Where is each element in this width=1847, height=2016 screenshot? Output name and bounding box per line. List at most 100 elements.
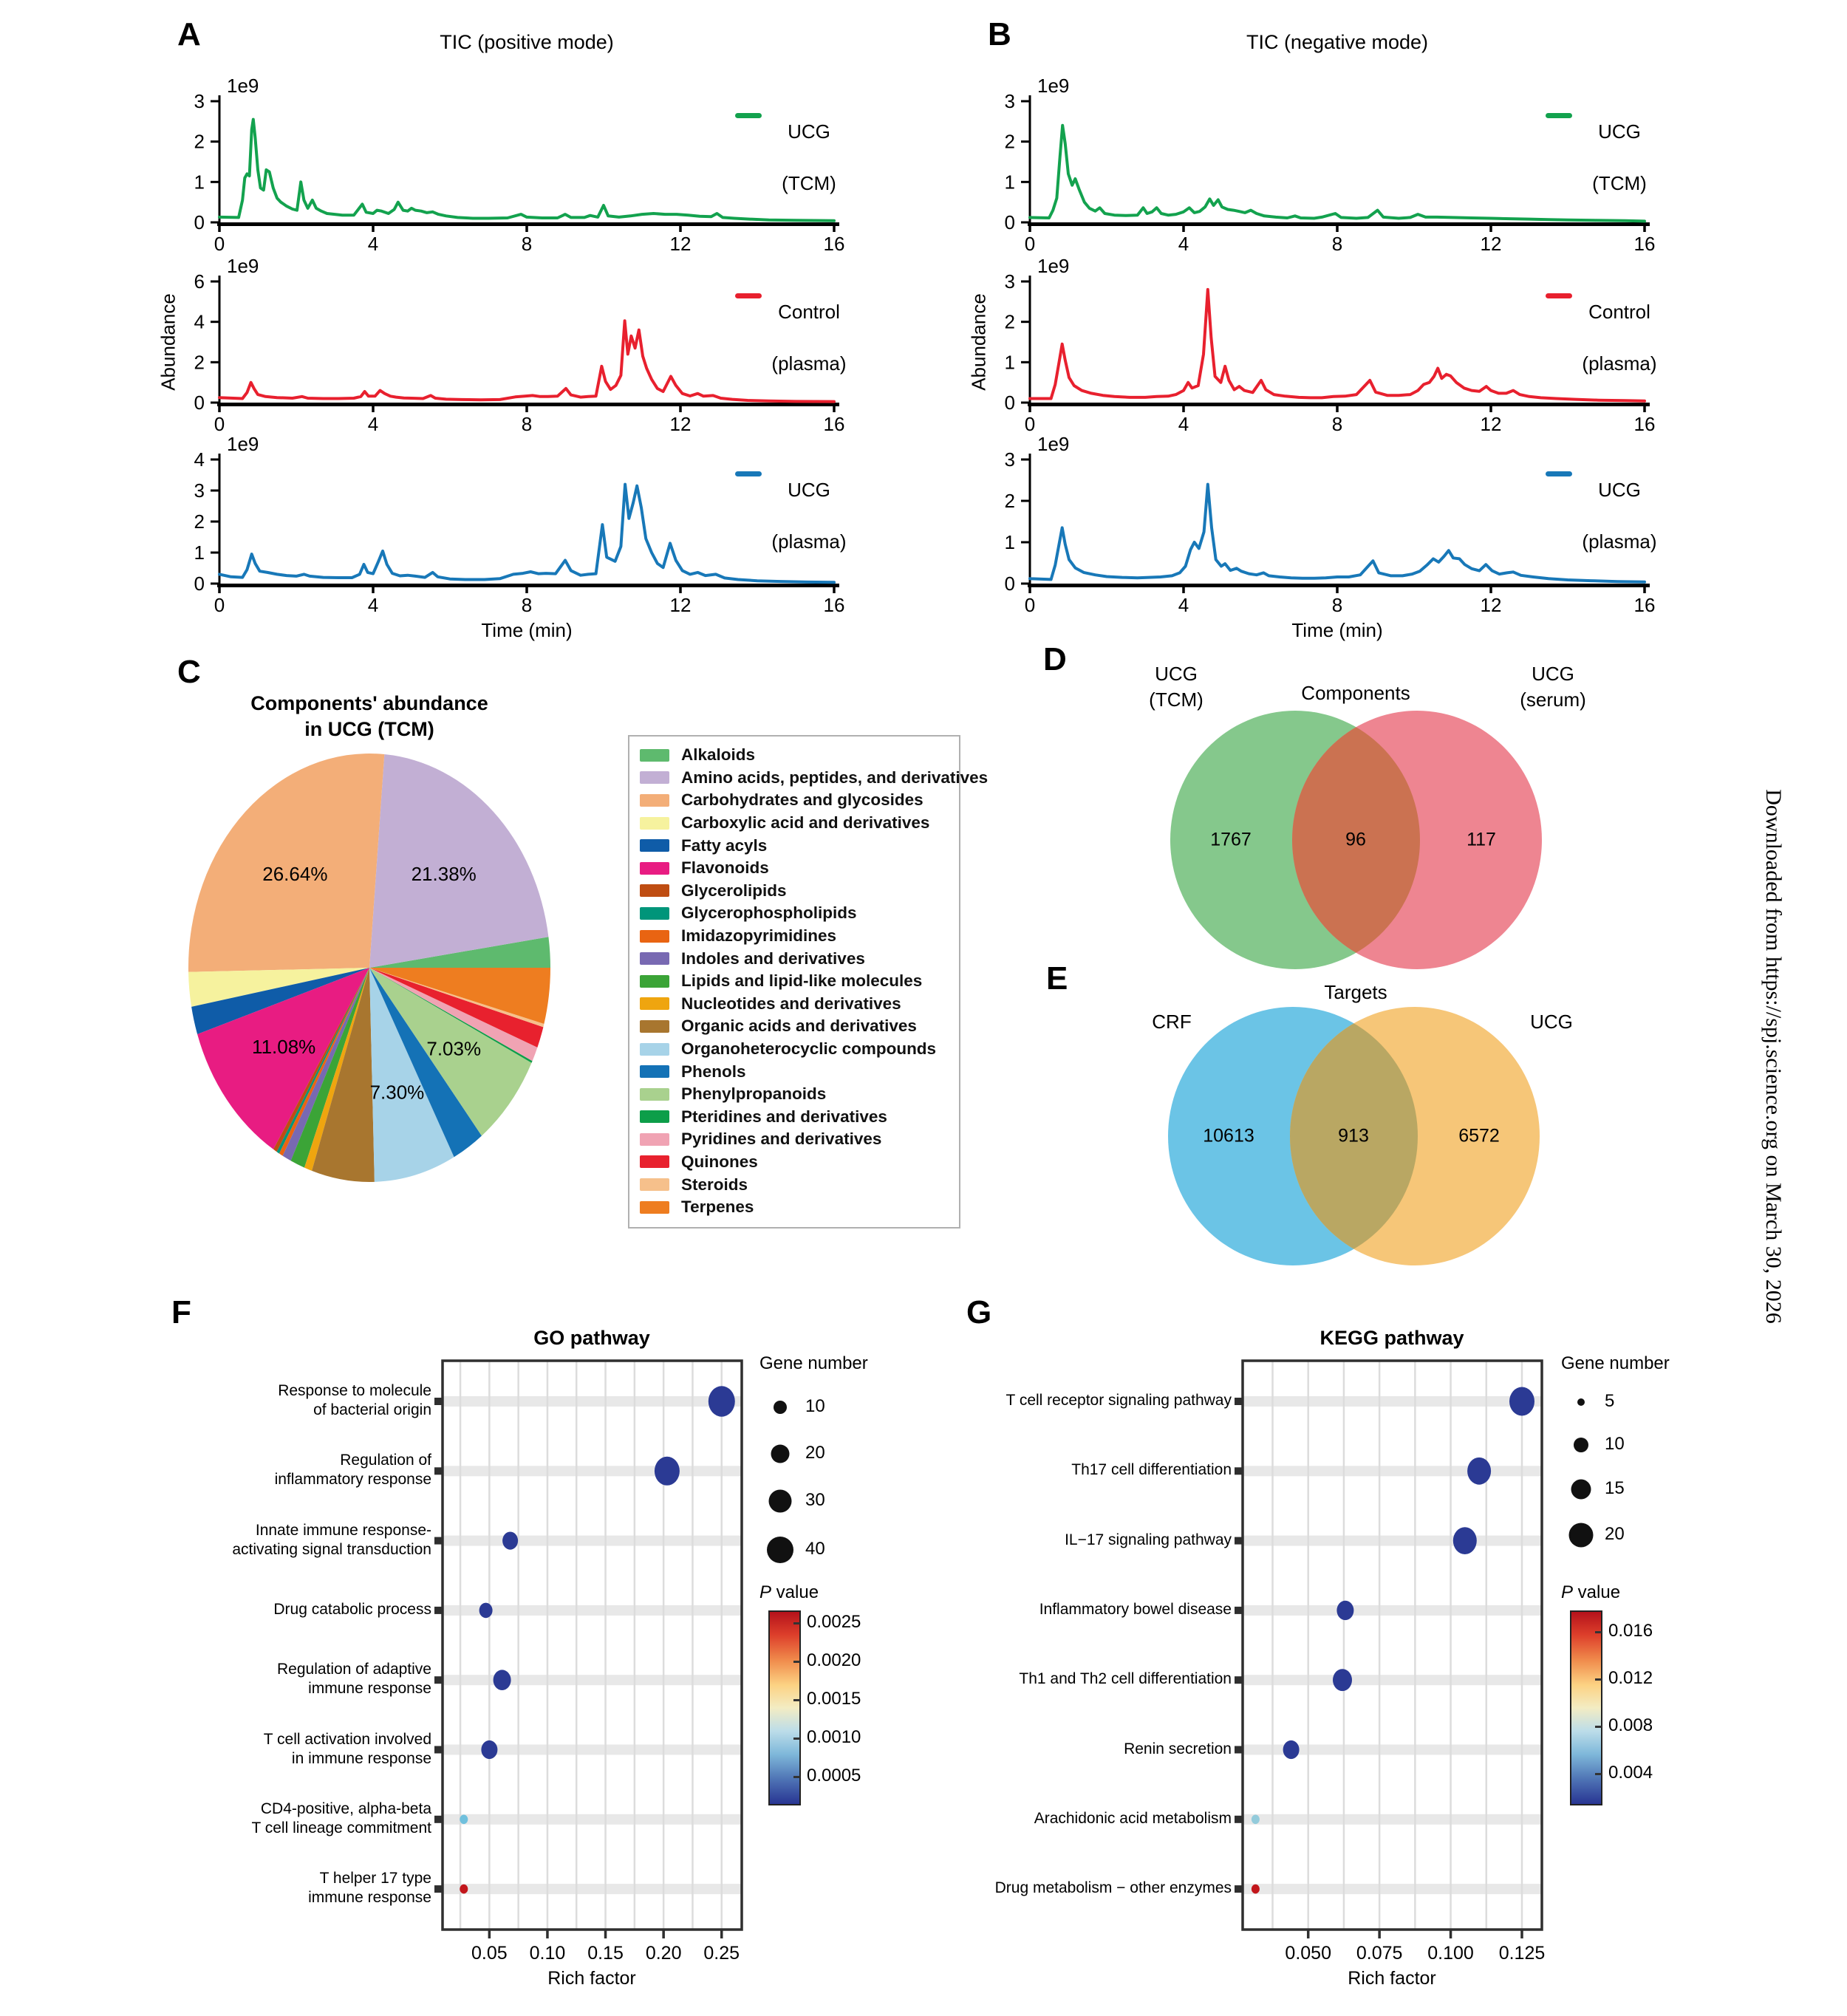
pathway-dot bbox=[481, 1740, 498, 1760]
x-tick-label: 8 bbox=[1332, 594, 1342, 616]
pie-legend-swatch bbox=[640, 748, 669, 762]
legend-ucg-plasma-neg: UCG (plasma) bbox=[1582, 479, 1657, 553]
pie-legend-item: Quinones bbox=[640, 1151, 959, 1174]
dot-row-label: Response to molecule of bacterial origin bbox=[278, 1382, 431, 1418]
pie-slice bbox=[369, 968, 533, 1063]
y-tick-label: 2 bbox=[1005, 131, 1015, 153]
tic-positive-ylabel: Abundance bbox=[157, 293, 180, 391]
pie-legend-item: Flavonoids bbox=[640, 857, 959, 880]
pie-legend-item: Terpenes bbox=[640, 1196, 959, 1219]
pie-slice bbox=[369, 968, 544, 1048]
legend-control-plasma-pos: Control (plasma) bbox=[771, 301, 847, 375]
gene-number-legend-value: 20 bbox=[805, 1443, 825, 1463]
pathway-dot bbox=[460, 1884, 468, 1894]
x-tick-label: 0.15 bbox=[587, 1943, 624, 1964]
venn-overlap bbox=[1290, 1007, 1418, 1265]
pie-legend-label: Glycerophospholipids bbox=[681, 903, 857, 923]
y-tick-label: 2 bbox=[1005, 490, 1015, 512]
x-tick-label: 12 bbox=[1481, 233, 1502, 255]
y-tick-label: 2 bbox=[194, 510, 205, 533]
x-tick-label: 0 bbox=[214, 233, 225, 255]
y-tick-label: 0 bbox=[194, 573, 205, 595]
venn-components-set-left-label: UCG (TCM) bbox=[1149, 663, 1204, 711]
pie-legend-label: Nucleotides and derivatives bbox=[681, 994, 901, 1013]
pvalue-tick-label: 0.0015 bbox=[807, 1689, 861, 1709]
pie-legend-swatch bbox=[640, 952, 669, 966]
x-tick-label: 16 bbox=[1634, 413, 1656, 435]
panel-e-label: E bbox=[1046, 960, 1068, 997]
legend-ucg-plasma-pos: UCG (plasma) bbox=[771, 479, 847, 553]
pie-legend-label: Pteridines and derivatives bbox=[681, 1107, 887, 1126]
gene-number-legend-bubble bbox=[1571, 1479, 1591, 1500]
go-gene-number-legend-title: Gene number bbox=[759, 1353, 868, 1373]
kegg-gene-number-legend-title: Gene number bbox=[1561, 1353, 1670, 1373]
pie-title: Components' abundance in UCG (TCM) bbox=[250, 692, 488, 740]
x-tick-label: 0.100 bbox=[1427, 1943, 1474, 1964]
pvalue-tick-label: 0.0005 bbox=[807, 1766, 861, 1786]
pathway-dot bbox=[708, 1386, 735, 1417]
pie-legend-swatch bbox=[640, 861, 669, 875]
axis-scale-label: 1e9 bbox=[227, 255, 259, 277]
pie-legend-label: Carboxylic acid and derivatives bbox=[681, 813, 930, 833]
pie-legend-swatch bbox=[640, 929, 669, 943]
pathway-dot bbox=[493, 1670, 511, 1690]
dot-row-label: T cell activation involved in immune res… bbox=[263, 1730, 431, 1767]
axis-scale-label: 1e9 bbox=[1037, 433, 1069, 455]
pie-legend-label: Amino acids, peptides, and derivatives bbox=[681, 768, 989, 787]
x-tick-label: 12 bbox=[1481, 594, 1502, 616]
venn-targets-left-value: 10613 bbox=[1203, 1125, 1254, 1147]
gene-number-legend-value: 30 bbox=[805, 1490, 825, 1510]
venn-components-overlap-value: 96 bbox=[1345, 829, 1366, 850]
pie-slice bbox=[282, 968, 369, 1161]
dot-row-label: Renin secretion bbox=[1124, 1740, 1232, 1757]
go-pvalue-legend-title: P value bbox=[759, 1582, 819, 1603]
x-tick-label: 4 bbox=[1178, 594, 1189, 616]
pie-legend-item: Fatty acyls bbox=[640, 834, 959, 857]
pvalue-tick-label: 0.0020 bbox=[807, 1650, 861, 1670]
y-tick-label: 4 bbox=[194, 448, 205, 471]
pie-legend-swatch bbox=[640, 1087, 669, 1101]
pie-legend-item: Phenols bbox=[640, 1060, 959, 1083]
pie-slice bbox=[369, 754, 549, 968]
pie-legend-swatch bbox=[640, 771, 669, 785]
x-tick-label: 0 bbox=[1025, 594, 1035, 616]
pie-legend-item: Organic acids and derivatives bbox=[640, 1015, 959, 1038]
pie-legend-item: Pyridines and derivatives bbox=[640, 1128, 959, 1151]
pie-legend-label: Imidazopyrimidines bbox=[681, 926, 837, 946]
dot-row-label: T cell receptor signaling pathway bbox=[1006, 1392, 1232, 1409]
dot-row-label: Drug catabolic process bbox=[273, 1600, 431, 1618]
pie-slice bbox=[312, 968, 375, 1183]
panel-b-label: B bbox=[988, 16, 1011, 52]
pie-legend-item: Indoles and derivatives bbox=[640, 947, 959, 970]
pie-legend-label: Flavonoids bbox=[681, 858, 769, 878]
pie-legend-item: Pteridines and derivatives bbox=[640, 1106, 959, 1129]
kegg-pvalue-colorbar bbox=[1570, 1610, 1602, 1805]
pie-legend-item: Phenylpropanoids bbox=[640, 1083, 959, 1106]
x-tick-label: 16 bbox=[824, 413, 845, 435]
pie-slice bbox=[197, 968, 369, 1149]
y-tick-label: 0 bbox=[194, 392, 205, 414]
y-tick-label: 2 bbox=[194, 131, 205, 153]
pie-legend-swatch bbox=[640, 1155, 669, 1169]
gene-number-legend-bubble bbox=[1574, 1438, 1588, 1452]
kegg-pvalue-p: P bbox=[1561, 1582, 1574, 1602]
pie-legend-swatch bbox=[640, 1178, 669, 1192]
x-tick-label: 4 bbox=[368, 594, 378, 616]
pie-legend-label: Terpenes bbox=[681, 1197, 754, 1217]
pie-legend-swatch bbox=[640, 1200, 669, 1214]
pie-legend-swatch bbox=[640, 1042, 669, 1056]
pathway-dot bbox=[1452, 1527, 1477, 1555]
pie-legend-label: Indoles and derivatives bbox=[681, 949, 865, 968]
venn-overlap bbox=[1292, 711, 1420, 969]
legend-ucg-tcm-neg: UCG (TCM) bbox=[1592, 120, 1647, 194]
go-title: GO pathway bbox=[533, 1327, 650, 1349]
pie-slice bbox=[290, 968, 369, 1168]
pie-legend-item: Organoheterocyclic compounds bbox=[640, 1038, 959, 1061]
pie-legend-item: Imidazopyrimidines bbox=[640, 925, 959, 948]
dot-row-label: CD4-positive, alpha-beta T cell lineage … bbox=[251, 1800, 431, 1836]
y-tick-label: 6 bbox=[194, 270, 205, 293]
gene-number-legend-bubble bbox=[1577, 1398, 1585, 1406]
pie-slice-label: 11.08% bbox=[252, 1036, 315, 1058]
legend-ucg-tcm-pos: UCG (TCM) bbox=[782, 120, 836, 194]
